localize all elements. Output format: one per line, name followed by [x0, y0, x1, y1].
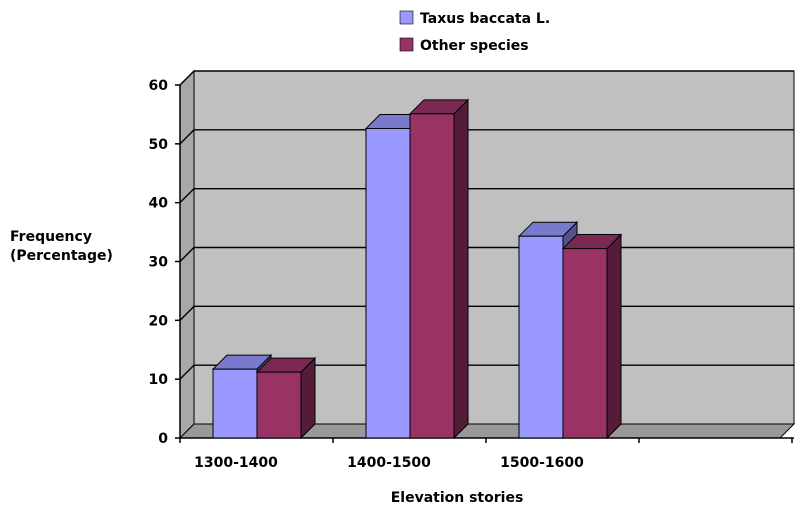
- y-axis-title-line-2: (Percentage): [10, 248, 113, 264]
- bar-front: [518, 235, 564, 439]
- bar-front: [212, 368, 258, 439]
- bars: [211, 98, 623, 440]
- y-tick-label: 10: [149, 372, 169, 388]
- bar-front: [409, 113, 455, 439]
- bar-front: [562, 248, 608, 439]
- y-tick-label: 30: [149, 255, 169, 271]
- y-tick-label: 0: [158, 431, 168, 447]
- y-tick-labels: 0 10 20 30 40 50 60: [149, 78, 169, 447]
- grid-line: [179, 129, 794, 145]
- x-tick-label: 1300-1400: [194, 455, 278, 471]
- bar: [561, 233, 623, 440]
- legend-swatch-other: [399, 37, 414, 52]
- legend-label-other: Other species: [420, 38, 529, 54]
- grid-line: [179, 187, 794, 204]
- bar: [408, 98, 470, 440]
- x-tick-labels: 1300-1400 1400-1500 1500-1600: [194, 455, 584, 471]
- x-axis-title: Elevation stories: [391, 490, 524, 506]
- bar-front: [365, 128, 411, 439]
- y-axis-title-line-1: Frequency: [10, 229, 92, 245]
- y-tick-label: 60: [149, 78, 169, 94]
- legend-swatch-taxus: [399, 10, 414, 25]
- x-tick-label: 1400-1500: [347, 455, 431, 471]
- bar-side: [606, 233, 622, 440]
- grid-line: [179, 70, 794, 86]
- bar-side: [453, 98, 469, 440]
- legend-label-taxus: Taxus baccata L.: [420, 11, 550, 27]
- legend: Taxus baccata L. Other species: [399, 10, 550, 54]
- x-tick-label: 1500-1600: [500, 455, 584, 471]
- y-tick-label: 40: [149, 196, 169, 212]
- y-tick-label: 20: [149, 313, 169, 329]
- bar-front: [256, 371, 302, 439]
- y-tick-label: 50: [149, 137, 169, 153]
- bar: [255, 356, 317, 440]
